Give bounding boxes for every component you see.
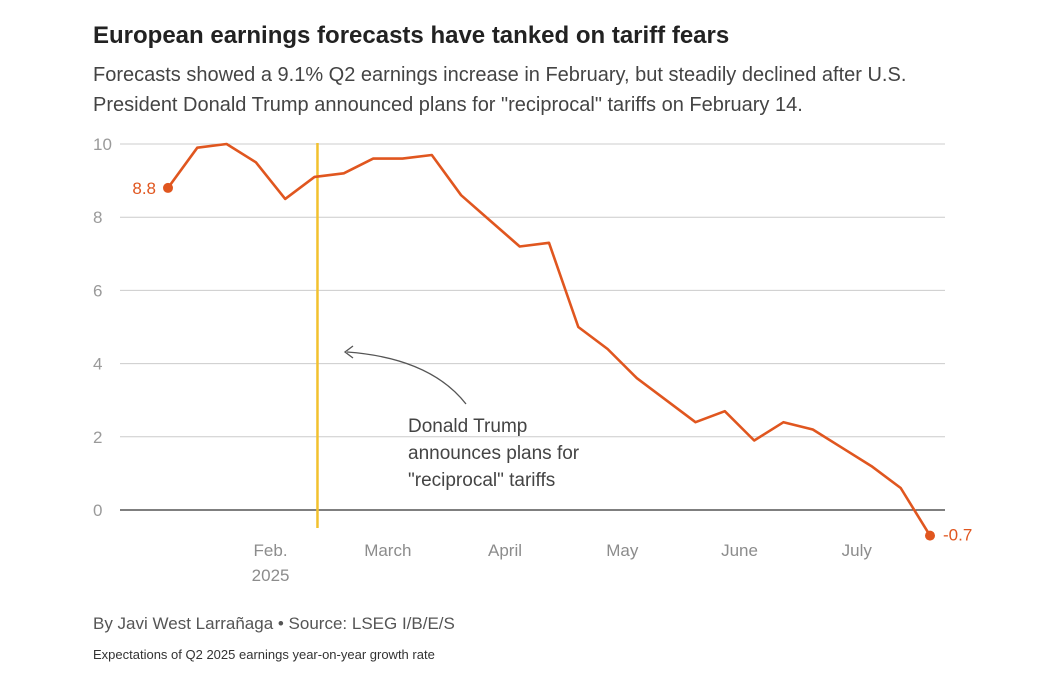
x-tick-label: June: [721, 541, 758, 560]
y-tick-label: 0: [93, 501, 102, 520]
annotation-arrow: [346, 351, 467, 405]
series-group: 8.8 -0.7: [132, 142, 972, 545]
y-tick-label: 8: [93, 208, 102, 227]
chart-subtitle: Forecasts showed a 9.1% Q2 earnings incr…: [93, 64, 907, 116]
x-tick-label: May: [606, 541, 639, 560]
x-tick-label: March: [364, 541, 411, 560]
start-point: [163, 182, 173, 193]
annotation-text-line: announces plans for: [408, 443, 580, 464]
annotation: Donald Trump announces plans for "reciproc…: [343, 345, 580, 491]
annotation-text-line: "reciprocal" tariffs: [408, 470, 555, 491]
x-tick-label: Feb.: [254, 541, 288, 560]
x-axis-ticks: Feb. 2025 March April May June July: [252, 541, 873, 585]
y-tick-label: 6: [93, 281, 102, 300]
x-tick-label: April: [488, 541, 522, 560]
chart-note: Expectations of Q2 2025 earnings year-on…: [93, 647, 435, 662]
annotation-text-line: Donald Trump: [408, 416, 527, 437]
start-value-label: 8.8: [132, 179, 156, 198]
end-value-label: -0.7: [943, 526, 972, 545]
gridlines: [120, 143, 945, 511]
y-tick-label: 2: [93, 428, 102, 447]
y-tick-label: 4: [93, 355, 102, 374]
x-tick-label: July: [842, 541, 873, 560]
end-point: [925, 530, 935, 541]
y-axis-ticks: 0 2 4 6 8 10: [93, 135, 112, 520]
y-tick-label: 10: [93, 135, 112, 154]
chart-title: European earnings forecasts have tanked …: [93, 22, 730, 49]
series-line: [166, 142, 932, 537]
source-credit: By Javi West Larrañaga • Source: LSEG I/…: [93, 614, 455, 633]
annotation-arrowhead: [343, 345, 354, 359]
x-tick-sublabel: 2025: [252, 566, 290, 585]
